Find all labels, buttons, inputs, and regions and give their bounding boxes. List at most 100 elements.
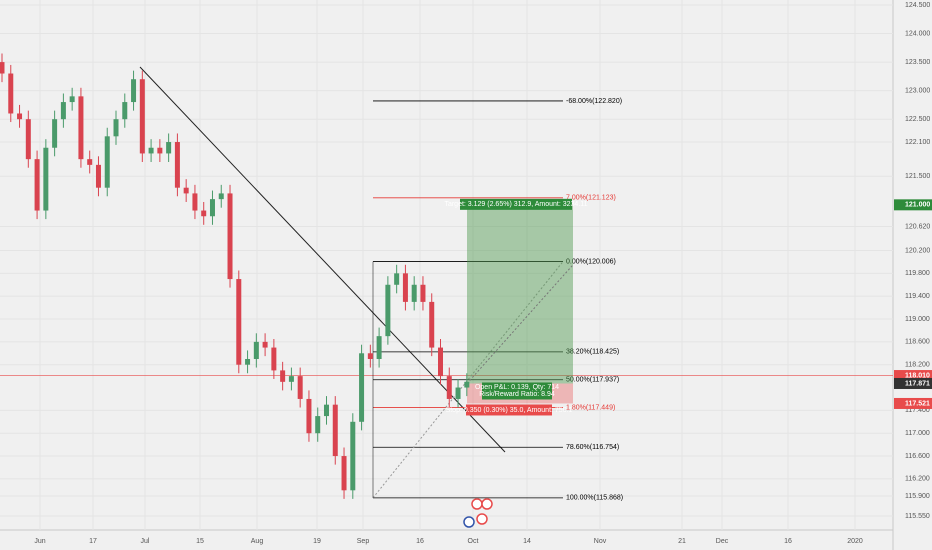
y-tick-label: 117.400	[905, 407, 930, 414]
price-tag	[894, 377, 932, 389]
price-tag-label: 117.521	[905, 400, 930, 407]
y-tick-label: 116.200	[905, 476, 930, 483]
candle-body	[148, 147, 154, 154]
fib-label: 7.00%(121.123)	[566, 195, 616, 202]
y-tick-label: 119.400	[905, 293, 930, 300]
price-tag-label: 117.871	[905, 380, 930, 387]
ratio-text: Risk/Reward Ratio: 8.94	[479, 391, 555, 398]
y-tick-label: 117.000	[905, 430, 930, 437]
x-tick-label: 2020	[847, 538, 863, 545]
trend-line	[139, 66, 506, 453]
x-tick-label: Jul	[141, 538, 150, 545]
y-tick-label: 120.620	[905, 223, 930, 230]
candle-body	[262, 341, 268, 348]
candle-body	[359, 353, 365, 422]
candle-body	[192, 193, 198, 211]
y-tick-label: 118.600	[905, 339, 930, 346]
candle-body	[183, 187, 189, 194]
candle-body	[174, 142, 180, 188]
candle-body	[43, 147, 49, 211]
candle-body	[271, 347, 277, 371]
candle-body	[280, 370, 286, 382]
candle-body	[245, 358, 251, 365]
x-tick-label: 19	[313, 538, 321, 545]
x-tick-label: Nov	[594, 538, 607, 545]
candle-body	[8, 73, 14, 114]
x-tick-label: 16	[416, 538, 424, 545]
candle-body	[69, 96, 75, 103]
candle-body	[104, 136, 110, 188]
y-tick-label: 122.500	[905, 116, 930, 123]
y-tick-label: 115.550	[905, 513, 930, 520]
y-tick-label: 119.000	[905, 316, 930, 323]
candle-body	[367, 353, 373, 359]
y-tick-label: 116.600	[905, 453, 930, 460]
candle-body	[52, 119, 58, 148]
candle-body	[455, 387, 461, 399]
candle-body	[201, 210, 207, 217]
pnl-tag	[482, 382, 552, 400]
candle-body	[464, 381, 470, 388]
candle-body	[0, 62, 5, 74]
y-tick-label: 119.800	[905, 270, 930, 277]
candle-body	[332, 404, 338, 457]
pnl-text: Open P&L: 0.139, Qty: 714	[475, 384, 559, 391]
event-icon	[476, 513, 488, 525]
x-tick-label: 21	[678, 538, 686, 545]
price-tag-label: 118.010	[905, 372, 930, 379]
x-tick-label: 17	[89, 538, 97, 545]
candle-body	[438, 347, 443, 377]
x-tick-label: Oct	[468, 538, 479, 545]
candle-body	[113, 119, 119, 137]
price-tag	[894, 370, 932, 382]
event-icon	[481, 498, 493, 510]
candle-body	[306, 398, 312, 434]
candle-body	[95, 164, 101, 188]
candle-body	[297, 376, 303, 399]
fib-label: 78.60%(116.754)	[566, 444, 619, 451]
x-tick-label: Jun	[34, 538, 45, 545]
y-tick-label: 118.200	[905, 362, 930, 369]
target-text: Target: 3.129 (2.65%) 312.9, Amount: 323…	[444, 201, 587, 208]
fib-label: 38.20%(118.425)	[566, 349, 619, 356]
candle-body	[429, 301, 435, 348]
candle-body	[17, 113, 23, 120]
candle-body	[420, 284, 426, 302]
candle-body	[209, 199, 215, 217]
candle-body	[87, 159, 93, 165]
y-tick-label: 120.200	[905, 247, 930, 254]
stop-text: Stop: 0.350 (0.30%) 35.0, Amount: 750.1	[446, 407, 573, 414]
x-tick-label: Dec	[716, 538, 729, 545]
fib-trend	[372, 261, 564, 499]
candle-body	[253, 341, 259, 359]
candle-body	[446, 376, 452, 399]
fib-label: 1.80%(117.449)	[566, 404, 615, 411]
fib-label: 100.00%(115.868)	[566, 495, 623, 502]
price-tag	[894, 199, 932, 211]
candle-body	[131, 79, 137, 103]
candle-body	[341, 456, 347, 491]
candle-body	[218, 193, 224, 200]
target-tag	[460, 198, 572, 210]
x-tick-label: Sep	[357, 538, 370, 545]
fib-label: 0.00%(120.006)	[566, 258, 616, 265]
target-zone	[467, 204, 573, 384]
candle-body	[315, 416, 321, 434]
y-tick-label: 124.500	[905, 2, 930, 9]
fib-label: -68.00%(122.820)	[566, 98, 622, 105]
candle-body	[60, 102, 66, 120]
candle-body	[166, 142, 172, 154]
candle-body	[34, 159, 40, 211]
y-tick-label: 123.500	[905, 59, 930, 66]
candle-body	[376, 336, 382, 359]
candle-body	[411, 284, 417, 302]
y-tick-label: 124.000	[905, 30, 930, 37]
candle-body	[385, 284, 391, 337]
price-tag-label: 121.000	[905, 202, 930, 209]
stop-tag	[466, 404, 552, 416]
candle-body	[139, 79, 145, 154]
candle-body	[402, 273, 408, 302]
y-tick-label: 115.900	[905, 493, 930, 500]
x-tick-label: 16	[784, 538, 792, 545]
